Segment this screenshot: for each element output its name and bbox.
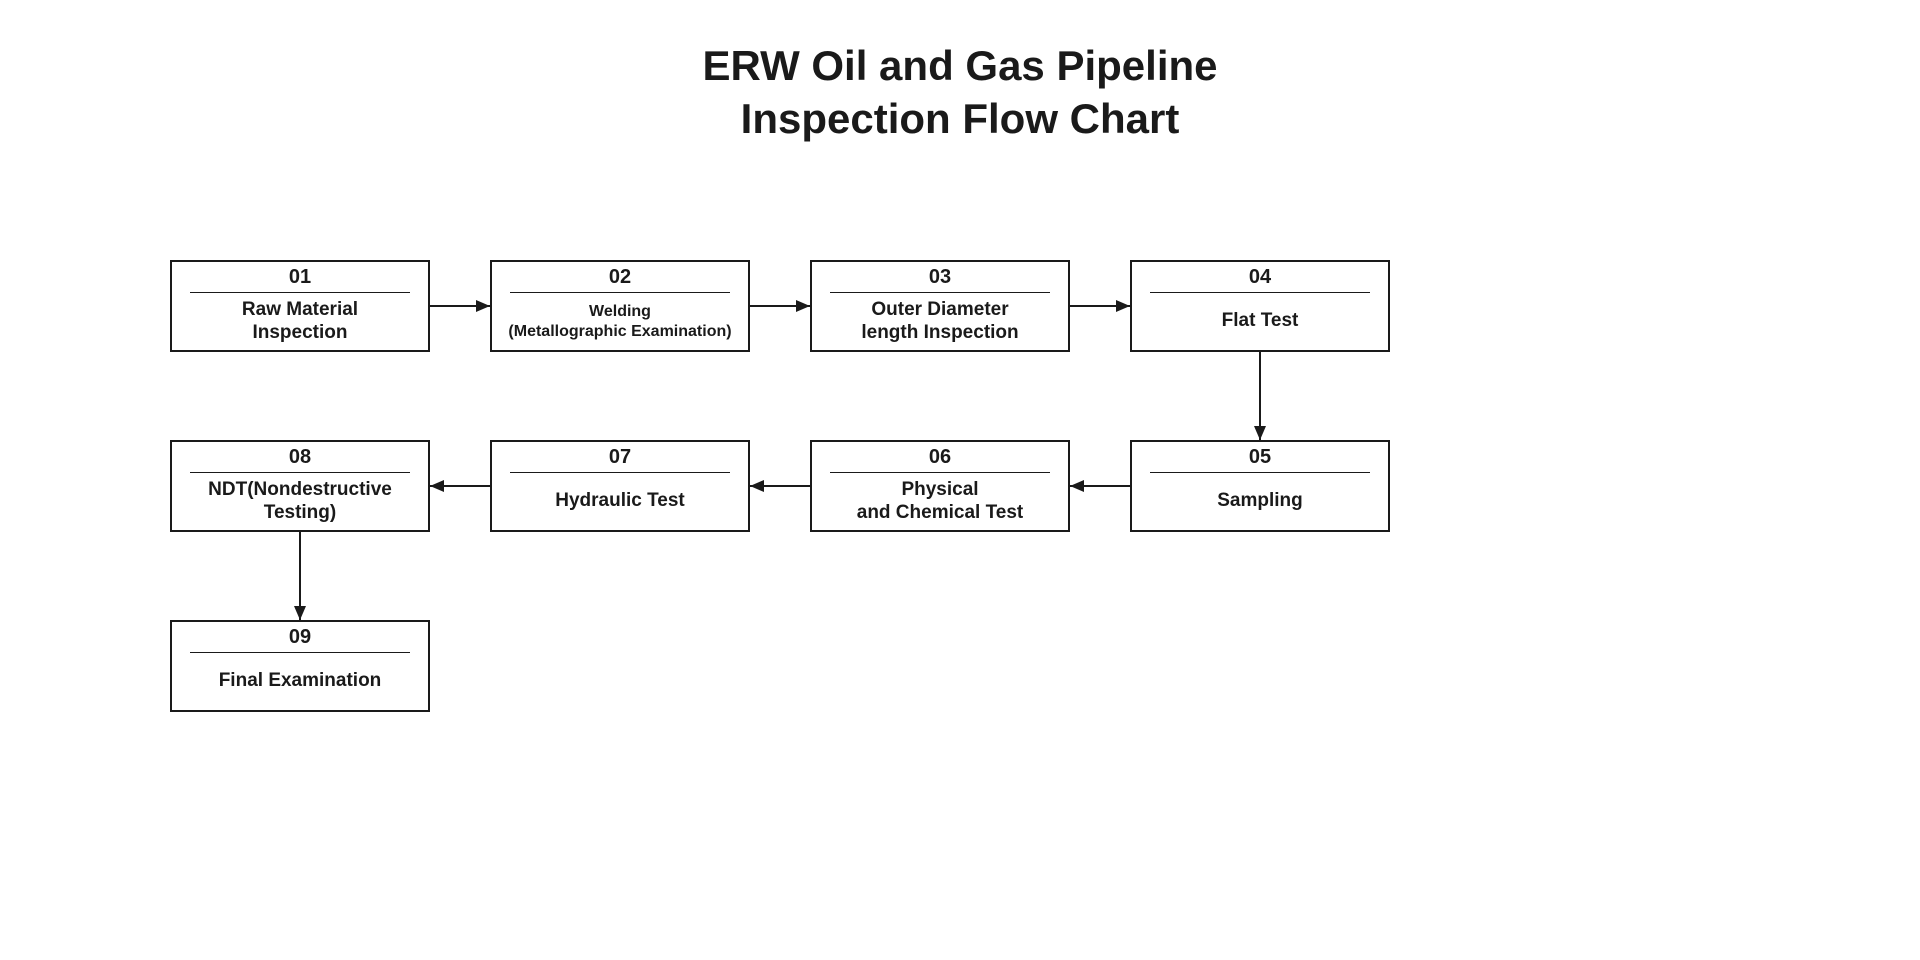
flow-node-label: Raw MaterialInspection — [172, 293, 428, 350]
flowchart-canvas: ERW Oil and Gas Pipeline Inspection Flow… — [0, 0, 1920, 960]
flow-node-number: 06 — [812, 442, 1068, 472]
flow-node-number: 01 — [172, 262, 428, 292]
chart-title-line1: ERW Oil and Gas Pipeline — [702, 42, 1217, 89]
flow-edge — [410, 286, 510, 326]
flow-node: 06Physicaland Chemical Test — [810, 440, 1070, 532]
flow-edge — [1050, 466, 1150, 506]
flow-edge — [730, 286, 830, 326]
flow-node-number: 07 — [492, 442, 748, 472]
flow-edge — [730, 466, 830, 506]
flow-edge — [410, 466, 510, 506]
flow-edge — [1050, 286, 1150, 326]
chart-title-line2: Inspection Flow Chart — [741, 95, 1180, 142]
flow-node-number: 02 — [492, 262, 748, 292]
flow-edge — [280, 512, 320, 640]
flow-node: 02Welding(Metallographic Examination) — [490, 260, 750, 352]
flow-node: 01Raw MaterialInspection — [170, 260, 430, 352]
flow-node-label: Final Examination — [172, 653, 428, 710]
flow-node-label: Sampling — [1132, 473, 1388, 530]
flow-node-number: 03 — [812, 262, 1068, 292]
flow-node-label: Outer Diameterlength Inspection — [812, 293, 1068, 350]
flow-node-label: Welding(Metallographic Examination) — [492, 293, 748, 350]
flow-node-number: 08 — [172, 442, 428, 472]
flow-node-number: 04 — [1132, 262, 1388, 292]
chart-title: ERW Oil and Gas Pipeline Inspection Flow… — [0, 40, 1920, 145]
flow-node: 03Outer Diameterlength Inspection — [810, 260, 1070, 352]
flow-node-label: Physicaland Chemical Test — [812, 473, 1068, 530]
flow-edge — [1240, 332, 1280, 460]
flow-node: 07Hydraulic Test — [490, 440, 750, 532]
flow-node-label: Hydraulic Test — [492, 473, 748, 530]
